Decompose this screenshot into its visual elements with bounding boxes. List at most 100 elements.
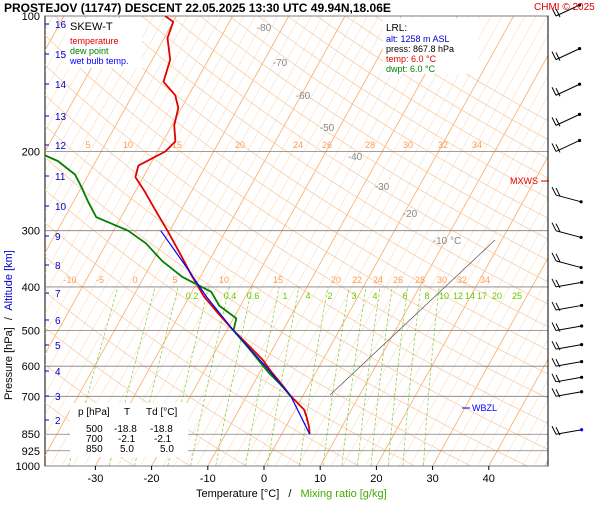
x-title-mix: Mixing ratio [g/kg]: [300, 488, 386, 500]
wind-barb-dot: [580, 376, 583, 379]
wind-barb-flag: [552, 87, 556, 95]
y-title-slash: /: [3, 316, 15, 320]
legend-title: SKEW-T: [70, 21, 113, 33]
table-header-td: Td [°C]: [146, 407, 177, 418]
wind-barb-flag: [552, 279, 556, 287]
isotherm-label: 34: [480, 275, 490, 285]
wind-barb-flag: [552, 426, 556, 434]
wind-barb-dot: [580, 324, 583, 327]
pressure-tick-label: 400: [22, 282, 40, 294]
wind-barb-flag: [552, 187, 556, 195]
wind-barb: [552, 139, 581, 153]
isotherm-line: [0, 16, 30, 476]
x-tick-label: 20: [370, 473, 382, 485]
isotherm-label: 5: [172, 275, 177, 285]
pressure-tick-label: 925: [22, 446, 40, 458]
pressure-tick-label: 500: [22, 326, 40, 338]
altitude-tick-label: 16: [55, 20, 67, 31]
legend: SKEW-T temperature dew point wet bulb te…: [66, 18, 142, 68]
lrl-title: LRL:: [386, 23, 407, 34]
lrl-box: LRL: alt: 1258 m ASL press: 867.8 hPa te…: [383, 18, 478, 74]
isotherm-label: 22: [352, 275, 362, 285]
wind-barb-dot: [580, 236, 583, 239]
pressure-tick-label: 1000: [16, 461, 40, 473]
wind-barb: [552, 47, 581, 61]
altitude-tick-label: 7: [55, 289, 61, 300]
copyright: CHMI © 2025: [534, 2, 595, 13]
mixing-ratio-label: 4: [372, 291, 377, 301]
wind-barb-dot: [580, 200, 583, 203]
mixing-ratio-label: 10: [439, 291, 449, 301]
lrl-press: press: 867.8 hPa: [386, 44, 454, 54]
wind-barb-flag: [552, 341, 556, 349]
isotherm-label: 30: [403, 140, 413, 150]
wind-barb: [552, 279, 583, 288]
isotherm-label: 15: [172, 140, 182, 150]
sounding-table: p [hPa] T Td [°C] 500 -18.8 -18.8 700 -2…: [70, 403, 188, 457]
wind-barb-dot: [580, 266, 583, 269]
adiabat-label: -50: [320, 123, 335, 134]
wind-barb: [552, 374, 583, 383]
wind-barb-staff: [556, 84, 580, 95]
isotherm-label: 24: [293, 140, 303, 150]
wind-barb-staff: [556, 305, 582, 310]
wind-barb-dot: [580, 360, 583, 363]
wind-barb-dot: [580, 304, 583, 307]
isotherm-label: 32: [457, 275, 467, 285]
legend-item-dewpoint: dew point: [70, 46, 109, 56]
isotherm-label: 20: [235, 140, 245, 150]
pressure-tick-label: 850: [22, 429, 40, 441]
altitude-tick-label: 13: [55, 112, 67, 123]
x-tick-label: 40: [483, 473, 495, 485]
adiabat-label: -80: [257, 23, 272, 34]
x-tick-label: 30: [426, 473, 438, 485]
mixing-ratio-label: 0.2: [186, 291, 199, 301]
x-title-slash: /: [288, 488, 292, 500]
adiabat-label: -10 °C: [433, 236, 461, 247]
pressure-tick-label: 300: [22, 226, 40, 238]
mixing-ratio-label: 6: [402, 291, 407, 301]
wind-barb-dot: [578, 83, 581, 86]
wind-barb: [552, 253, 583, 269]
wind-barb-flag: [552, 388, 556, 396]
mixing-ratio-label: 12: [453, 291, 463, 301]
altitude-tick-label: 5: [55, 341, 61, 352]
altitude-tick-label: 12: [55, 141, 67, 152]
wind-barb-dot: [580, 281, 583, 284]
isotherm-label: 32: [438, 140, 448, 150]
table-header-t: T: [124, 407, 130, 418]
mixing-ratio-label: 2: [327, 291, 332, 301]
isotherm-label: 26: [393, 275, 403, 285]
wind-barb-staff: [556, 326, 582, 331]
altitude-tick-label: 2: [55, 416, 61, 427]
wind-barb-flag: [552, 358, 556, 366]
isotherm-label: 10: [123, 140, 133, 150]
mixing-ratio-label: 0.6: [247, 291, 260, 301]
wind-barb-staff: [556, 49, 580, 60]
x-axis-title: Temperature [°C] / Mixing ratio [g/kg]: [196, 488, 387, 500]
altitude-tick-label: 6: [55, 316, 61, 327]
isotherm-line: [0, 16, 19, 476]
mixing-ratio-label: 8: [424, 291, 429, 301]
wind-barb-flag: [552, 52, 556, 60]
isotherm-label: 0: [132, 275, 137, 285]
wind-barb-flag: [552, 253, 556, 261]
lrl-alt: alt: 1258 m ASL: [386, 34, 450, 44]
x-tick-label: -30: [87, 473, 103, 485]
isotherm-label: -10: [63, 275, 76, 285]
wind-barb-flag: [552, 323, 556, 331]
x-tick-label: -10: [200, 473, 216, 485]
wind-barb-dot: [580, 428, 583, 431]
altitude-tick-label: 14: [55, 80, 67, 91]
wind-barb-staff: [556, 114, 580, 125]
pressure-tick-label: 200: [22, 146, 40, 158]
wind-barb: [552, 113, 581, 127]
isotherm-label: 26: [322, 140, 332, 150]
wind-barb-flag: [552, 143, 556, 151]
chart-title: PROSTEJOV (11747) DESCENT 22.05.2025 13:…: [4, 1, 391, 15]
adiabat-label: -70: [273, 58, 288, 69]
